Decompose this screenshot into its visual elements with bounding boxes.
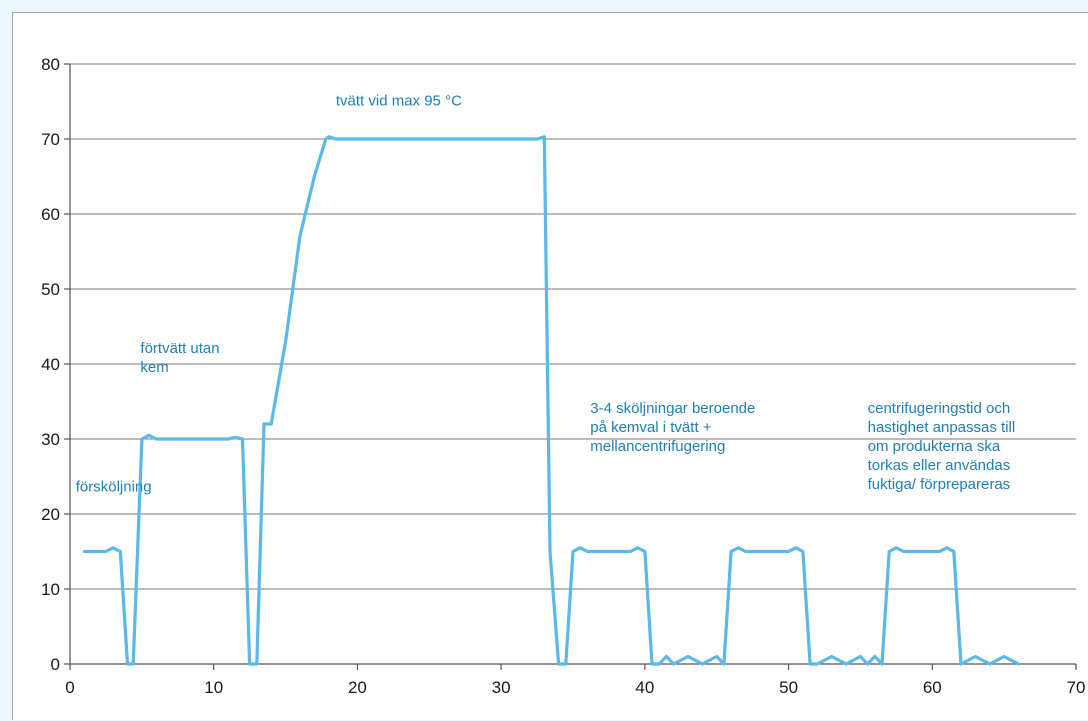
x-tick-label-60: 60 [923,678,942,697]
y-tick-label-20: 20 [41,505,60,524]
x-tick-label-40: 40 [635,678,654,697]
annotation-0: försköljning [76,479,152,496]
x-tick-label-30: 30 [492,678,511,697]
annotation-0-line-0: försköljning [76,479,152,496]
annotation-3: 3-4 sköljningar beroende på kemval i tvät… [590,400,755,455]
series-line-0 [82,135,1021,666]
y-tick-label-0: 0 [51,655,60,674]
annotation-4-line-4: fuktiga/ förprepareras [868,476,1011,493]
annotation-4-line-3: torkas eller användas [868,457,1011,474]
annotation-1-line-0: förtvätt utan [140,340,219,357]
annotation-4-line-1: hastighet anpassas till [868,419,1016,436]
y-tick-label-60: 60 [41,205,60,224]
annotation-2: tvätt vid max 95 °C [336,92,462,109]
y-tick-label-30: 30 [41,430,60,449]
annotation-4-line-0: centrifugeringstid och [868,400,1011,417]
annotation-2-line-0: tvätt vid max 95 °C [336,92,462,109]
annotation-3-line-2: mellancentrifugering [590,438,725,455]
chart-frame: 0 10 20 30 40 50 60 70 80 0 10 20 30 40 50 60 70 försköl… [12,12,1088,720]
y-tick-label-40: 40 [41,355,60,374]
y-tick-label-10: 10 [41,580,60,599]
line-chart: 0 10 20 30 40 50 60 70 80 0 10 20 30 40 50 60 70 försköl… [41,55,1086,697]
x-tick-label-0: 0 [65,678,74,697]
y-tick-label-70: 70 [41,130,60,149]
annotation-3-line-1: på kemval i tvätt + [590,419,712,436]
x-tick-label-70: 70 [1067,678,1086,697]
x-tick-label-20: 20 [348,678,367,697]
y-tick-label-80: 80 [41,55,60,74]
annotation-4: centrifugeringstid och hastighet anpassas… [868,400,1016,493]
annotation-3-line-0: 3-4 sköljningar beroende [590,400,755,417]
x-tick-label-10: 10 [204,678,223,697]
y-tick-label-50: 50 [41,280,60,299]
annotation-4-line-2: om produkterna ska [868,438,1001,455]
annotation-1: förtvätt utan kem [140,340,219,376]
x-tick-label-50: 50 [779,678,798,697]
annotation-1-line-1: kem [140,359,168,376]
